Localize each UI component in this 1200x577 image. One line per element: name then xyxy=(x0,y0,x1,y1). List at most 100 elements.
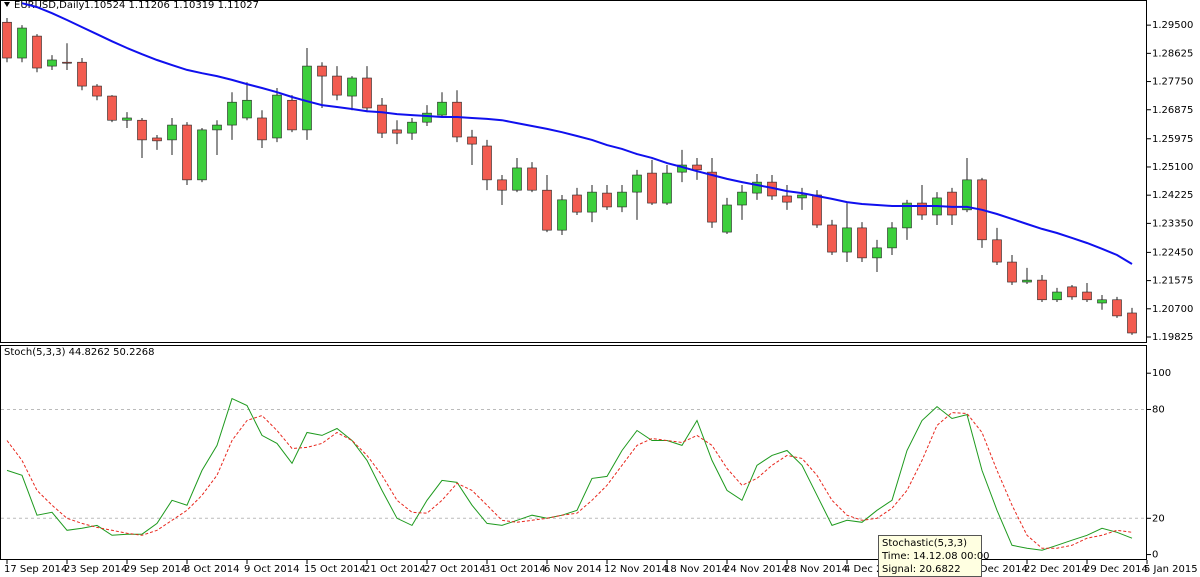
candle-body xyxy=(392,129,402,134)
y-tick-label: 1.29500 xyxy=(1152,20,1193,31)
y-tick-label: 1.21575 xyxy=(1152,276,1193,287)
candle-body xyxy=(872,247,882,259)
y-tick-label: 1.26875 xyxy=(1152,105,1193,116)
moving-average xyxy=(21,2,1133,265)
candle-body xyxy=(1097,299,1107,304)
stoch-frame xyxy=(0,345,1147,560)
menu-icon[interactable] xyxy=(4,2,10,7)
candle-body xyxy=(257,117,267,141)
tooltip-line: Stochastic(5,3,3) xyxy=(882,538,967,549)
x-tick-label: 3 Oct 2014 xyxy=(184,564,239,575)
candle-body xyxy=(1112,299,1122,317)
candle-body xyxy=(377,104,387,134)
y-tick-label: 100 xyxy=(1152,368,1171,379)
x-tick-label: 4 Dec 2014 xyxy=(844,564,902,575)
candle-body xyxy=(857,227,867,259)
candle-body xyxy=(332,75,342,96)
candle-body xyxy=(122,117,132,121)
y-tick-label: 1.25100 xyxy=(1152,162,1193,173)
candle-body xyxy=(47,59,57,67)
x-tick-label: 6 Nov 2014 xyxy=(544,564,602,575)
candle-body xyxy=(17,27,27,59)
candle-body xyxy=(512,167,522,191)
tooltip: Stochastic(5,3,3) Time: 14.12.08 00:00 S… xyxy=(878,535,990,577)
x-tick-label: 27 Oct 2014 xyxy=(424,564,486,575)
chart-title: EURUSD,Daily xyxy=(14,0,85,11)
candle-body xyxy=(947,191,957,216)
stoch-line xyxy=(6,397,1133,551)
candle-body xyxy=(152,137,162,142)
chart-subtitle: 1.10524 1.11206 1.10319 1.11027 xyxy=(84,0,259,11)
candle-body xyxy=(812,194,822,226)
candle-body xyxy=(707,171,717,223)
candle-body xyxy=(227,101,237,126)
x-tick-label: 9 Oct 2014 xyxy=(244,564,299,575)
candle-body xyxy=(137,119,147,141)
candle-body xyxy=(842,227,852,253)
candle-body xyxy=(167,124,177,141)
indicator-title: Stoch(5,3,3) 44.8262 50.2268 xyxy=(4,347,155,358)
candle-body xyxy=(797,194,807,199)
candle-body xyxy=(1052,291,1062,301)
candle-body xyxy=(242,99,252,119)
y-tick-label: 1.23350 xyxy=(1152,218,1193,229)
candle-body xyxy=(752,181,762,194)
candle-body xyxy=(647,172,657,204)
candle-body xyxy=(182,124,192,181)
y-tick-label: 1.24225 xyxy=(1152,190,1193,201)
candle-body xyxy=(722,204,732,233)
candle-body xyxy=(482,145,492,181)
candle-body xyxy=(527,167,537,191)
candle-body xyxy=(452,101,462,138)
candle-body xyxy=(107,95,117,121)
candle-body xyxy=(542,189,552,231)
y-tick-label: 1.22450 xyxy=(1152,247,1193,258)
x-tick-label: 24 Nov 2014 xyxy=(724,564,788,575)
candle-body xyxy=(557,199,567,231)
candle-body xyxy=(317,65,327,77)
candle-body xyxy=(407,121,417,134)
candle-body xyxy=(1037,279,1047,301)
candle-body xyxy=(302,65,312,131)
candle-body xyxy=(617,191,627,208)
candle-body xyxy=(32,35,42,69)
x-tick-label: 28 Nov 2014 xyxy=(784,564,848,575)
candle-body xyxy=(77,61,87,87)
x-tick-label: 23 Sep 2014 xyxy=(64,564,127,575)
candle-body xyxy=(1007,261,1017,283)
candle-body xyxy=(2,21,12,59)
x-tick-label: 5 Jan 2015 xyxy=(1144,564,1198,575)
candle-body xyxy=(782,195,792,203)
candle-body xyxy=(437,101,447,116)
candle-body xyxy=(287,99,297,131)
y-tick-label: 0 xyxy=(1152,550,1158,561)
x-tick-label: 18 Nov 2014 xyxy=(664,564,728,575)
x-tick-label: 12 Nov 2014 xyxy=(604,564,668,575)
x-tick-label: 21 Oct 2014 xyxy=(364,564,426,575)
tooltip-line: Time: 14.12.08 00:00 xyxy=(881,551,990,562)
candle-body xyxy=(917,202,927,216)
y-tick-label: 1.28625 xyxy=(1152,48,1193,59)
candle-body xyxy=(602,192,612,208)
candle-body xyxy=(902,202,912,229)
tooltip-box xyxy=(878,535,982,577)
x-tick-label: 16 Dec 2014 xyxy=(964,564,1028,575)
candle-body xyxy=(362,77,372,109)
candle-body xyxy=(992,239,1002,263)
candle-body xyxy=(272,94,282,139)
y-tick-label: 1.25975 xyxy=(1152,134,1193,145)
candle-body xyxy=(62,61,72,64)
y-tick-label: 20 xyxy=(1152,513,1165,524)
candle-body xyxy=(1082,291,1092,301)
x-tick-label: 29 Sep 2014 xyxy=(124,564,187,575)
candle-body xyxy=(92,85,102,97)
candle-body xyxy=(887,227,897,249)
candle-body xyxy=(467,136,477,145)
x-tick-label: 17 Sep 2014 xyxy=(4,564,67,575)
x-tick-label: 15 Oct 2014 xyxy=(304,564,366,575)
candle-body xyxy=(347,77,357,97)
candle-body xyxy=(1127,312,1137,334)
